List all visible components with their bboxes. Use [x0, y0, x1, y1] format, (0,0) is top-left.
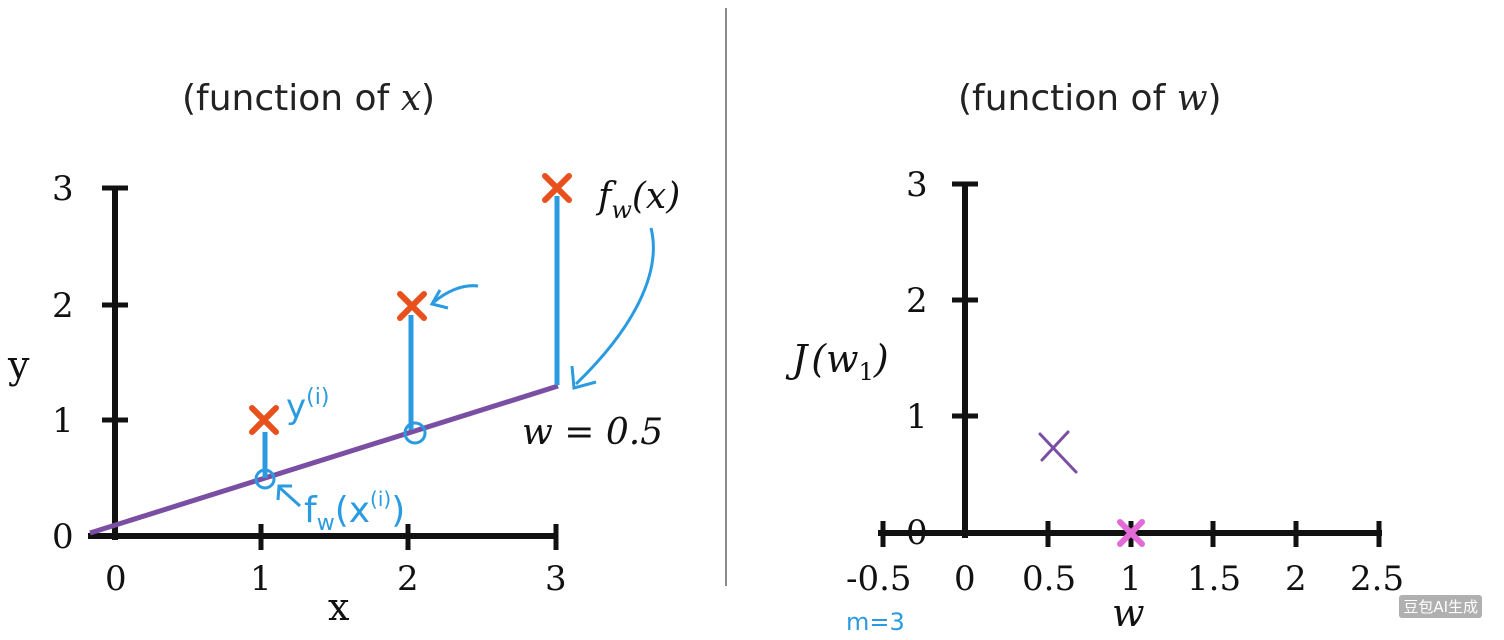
pointer-arrow-point2: [433, 284, 479, 304]
left-x-axis-label: x: [328, 585, 349, 629]
right-x-axis-label: w: [1112, 591, 1145, 635]
arrow-head-prediction: [276, 484, 292, 501]
prediction-circle-1: [254, 468, 276, 490]
left-x-tick-3: 3: [545, 559, 567, 599]
cost-point-w1: [1117, 519, 1145, 547]
left-y-axis-label: y: [7, 343, 30, 387]
right-x-tick-1.5: 1.5: [1187, 559, 1241, 599]
right-y-tick-2: 2: [906, 281, 928, 321]
left-x-tick-1: 1: [250, 559, 272, 599]
annot-m: m=3: [846, 608, 905, 636]
annot-y-i: y(i): [286, 385, 329, 427]
panel-divider: [725, 8, 727, 586]
model-line: [89, 383, 559, 536]
left-y-tick-2: 2: [52, 286, 74, 326]
right-y-axis-label: J (w1): [785, 337, 889, 386]
arrow-head-model: [570, 365, 597, 390]
param-label: w = 0.5: [522, 412, 663, 453]
right-y-tick-3: 3: [906, 165, 928, 205]
cost-point-w0.5: [1038, 430, 1078, 474]
pointer-arrow-model: [574, 227, 655, 386]
right-x-tick-2: 2: [1285, 559, 1307, 599]
data-point-1: [249, 405, 279, 435]
right-x-tick-0.5: 0.5: [1022, 559, 1076, 599]
right-axes: [878, 181, 1382, 547]
right-x-tick-neg0.5: -0.5: [846, 559, 912, 599]
data-point-2: [397, 291, 427, 321]
right-x-tick-0: 0: [954, 559, 976, 599]
pointer-arrow-prediction: [278, 486, 302, 508]
right-y-tick-1: 1: [906, 397, 928, 437]
left-panel-title: (function of x): [182, 78, 436, 119]
left-y-tick-3: 3: [52, 169, 74, 209]
left-x-tick-2: 2: [397, 559, 419, 599]
data-point-3: [542, 173, 572, 203]
watermark-badge: 豆包AI生成: [1399, 595, 1482, 618]
left-x-tick-0: 0: [105, 559, 127, 599]
left-axes: [88, 185, 559, 550]
prediction-circle-2: [403, 421, 427, 445]
model-label: fw(x): [595, 176, 680, 224]
annot-f-w-x-i: fw(x(i)): [304, 487, 405, 536]
right-panel-title: (function of w): [958, 78, 1222, 119]
right-x-tick-2.5: 2.5: [1350, 559, 1404, 599]
left-y-tick-1: 1: [52, 401, 74, 441]
right-x-tick-1: 1: [1120, 559, 1142, 599]
arrow-head-point2: [429, 289, 449, 310]
right-y-tick-0: 0: [906, 513, 928, 553]
left-y-tick-0: 0: [52, 517, 74, 557]
